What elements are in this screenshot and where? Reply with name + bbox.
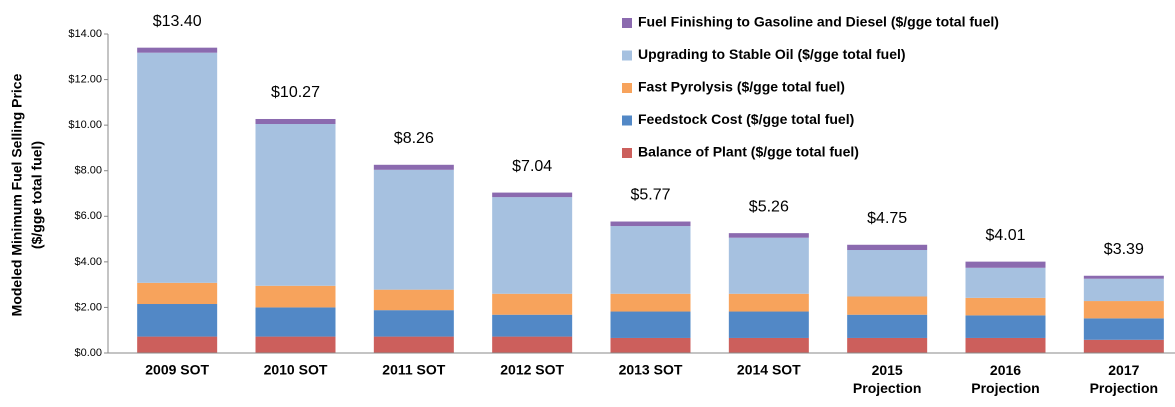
bar-segment xyxy=(137,336,218,353)
bar-segment xyxy=(373,336,454,353)
legend-label: Balance of Plant ($/gge total fuel) xyxy=(638,144,859,160)
bar-segment xyxy=(255,124,336,286)
bar-segment xyxy=(492,314,573,337)
bar-segment xyxy=(255,307,336,337)
bar-segment xyxy=(373,164,454,170)
total-label: $4.75 xyxy=(867,210,907,227)
bar-segment xyxy=(1083,301,1164,319)
bar-segment xyxy=(255,118,336,125)
x-tick-label: 2014 SOT xyxy=(737,362,801,378)
bar-segment xyxy=(1083,278,1164,302)
bar-segment xyxy=(965,261,1046,268)
bar-segment xyxy=(728,233,809,238)
bar-segment xyxy=(728,237,809,294)
bar-segment xyxy=(847,244,928,251)
bar-segment xyxy=(610,311,691,338)
legend-label: Fast Pyrolysis ($/gge total fuel) xyxy=(638,79,845,95)
total-label: $8.26 xyxy=(394,130,434,147)
bar-segment xyxy=(373,289,454,311)
legend-swatch xyxy=(622,115,632,126)
bar-segment xyxy=(610,221,691,227)
bar-segment xyxy=(137,282,218,305)
legend-swatch xyxy=(622,83,632,93)
y-axis-title: ($/gge total fuel) xyxy=(29,141,45,249)
bar-segment xyxy=(492,293,573,315)
y-tick-label: $2.00 xyxy=(74,301,102,313)
bar-segment xyxy=(965,297,1046,316)
bar-segment xyxy=(373,310,454,337)
y-tick-label: $8.00 xyxy=(74,165,102,177)
bar-segment xyxy=(965,337,1046,353)
total-label: $10.27 xyxy=(271,84,320,101)
bar-segment xyxy=(255,336,336,353)
y-tick-label: $14.00 xyxy=(68,28,102,40)
total-label: $7.04 xyxy=(512,158,552,175)
bar-segment xyxy=(1083,318,1164,340)
legend-label: Upgrading to Stable Oil ($/gge total fue… xyxy=(638,46,906,62)
legend-label: Fuel Finishing to Gasoline and Diesel ($… xyxy=(638,14,999,30)
bar-segment xyxy=(137,304,218,337)
total-label: $5.26 xyxy=(749,198,789,215)
bar-segment xyxy=(847,314,928,338)
bar-segment xyxy=(137,52,218,283)
bar-segment xyxy=(373,169,454,290)
y-tick-label: $0.00 xyxy=(74,347,102,359)
bar-segment xyxy=(492,336,573,353)
x-tick-label: 2016 Projection xyxy=(971,362,1039,396)
y-tick-label: $6.00 xyxy=(74,210,102,222)
bar-segment xyxy=(847,250,928,297)
bar-segment xyxy=(610,226,691,294)
bar-segment xyxy=(847,296,928,315)
legend-swatch xyxy=(622,50,632,61)
bar-segment xyxy=(1083,275,1164,279)
x-tick-label: 2010 SOT xyxy=(264,362,328,378)
bar-segment xyxy=(137,47,218,53)
y-tick-label: $10.00 xyxy=(68,119,102,131)
bar-segment xyxy=(728,337,809,353)
legend-swatch xyxy=(622,18,632,28)
bar-segment xyxy=(610,293,691,312)
bar-segment xyxy=(1083,339,1164,353)
bar-segment xyxy=(965,267,1046,298)
x-tick-label: 2009 SOT xyxy=(145,362,209,378)
bar-segment xyxy=(255,285,336,308)
x-tick-label: 2011 SOT xyxy=(382,362,445,378)
legend-label: Feedstock Cost ($/gge total fuel) xyxy=(638,111,854,127)
x-tick-label: 2013 SOT xyxy=(619,362,683,378)
bar-segment xyxy=(492,192,573,198)
bar-segment xyxy=(728,311,809,338)
x-tick-label: 2015 Projection xyxy=(853,362,921,396)
x-tick-label: 2017 Projection xyxy=(1090,362,1158,396)
legend-swatch xyxy=(622,148,632,158)
y-tick-label: $4.00 xyxy=(74,256,102,268)
bar-segment xyxy=(847,337,928,353)
bar-segment xyxy=(610,337,691,353)
y-tick-label: $12.00 xyxy=(68,73,102,85)
total-label: $4.01 xyxy=(985,227,1025,244)
bar-segment xyxy=(728,293,809,312)
bar-segment xyxy=(965,315,1046,338)
y-axis-title: Modeled Minimum Fuel Selling Price xyxy=(9,73,25,316)
bar-segment xyxy=(492,197,573,294)
total-label: $5.77 xyxy=(630,187,670,204)
x-tick-label: 2012 SOT xyxy=(500,362,564,378)
total-label: $3.39 xyxy=(1104,241,1144,258)
total-label: $13.40 xyxy=(153,13,202,30)
